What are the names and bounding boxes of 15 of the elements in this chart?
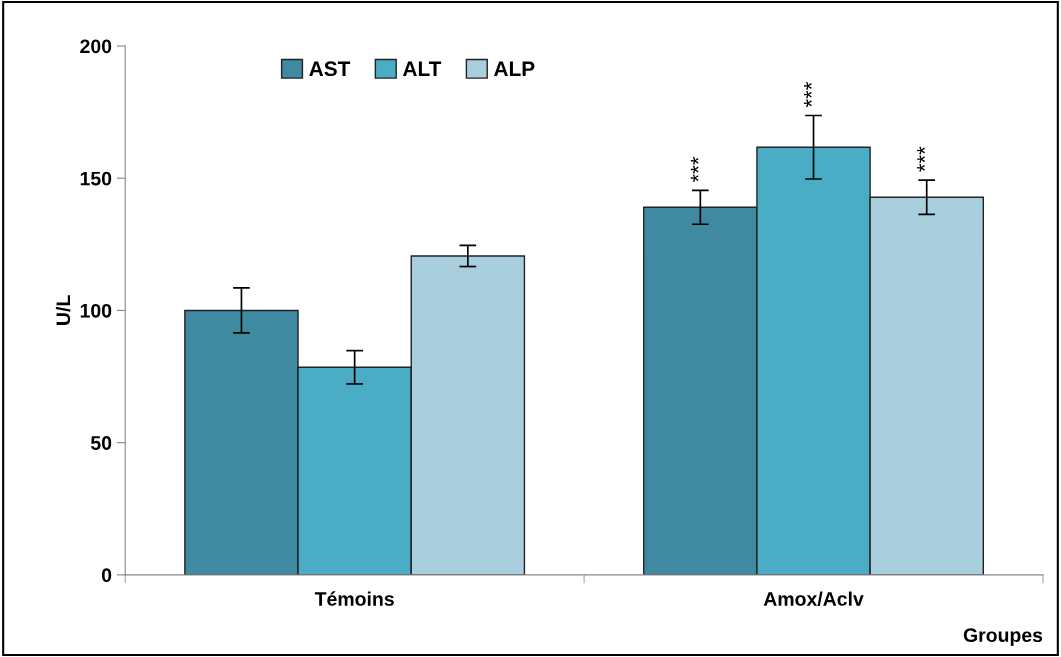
- y-tick-label: 100: [80, 303, 112, 318]
- legend-label: ALT: [402, 61, 442, 76]
- x-tick-label: Témoins: [314, 591, 394, 606]
- y-tick-label: 0: [101, 568, 112, 583]
- legend-label: AST: [309, 61, 351, 77]
- legend-label: ALP: [494, 61, 535, 76]
- y-tick-label: 150: [80, 171, 112, 186]
- y-tick-label: 50: [90, 436, 112, 450]
- x-axis-title: Groupes: [963, 628, 1043, 646]
- y-tick-label: 200: [80, 39, 112, 54]
- x-tick-label: Amox/Aclv: [763, 591, 864, 607]
- data-label: ***: [803, 82, 812, 108]
- y-axis-title: U/L: [55, 295, 71, 325]
- data-label: ***: [917, 146, 925, 172]
- data-label: ***: [690, 156, 699, 183]
